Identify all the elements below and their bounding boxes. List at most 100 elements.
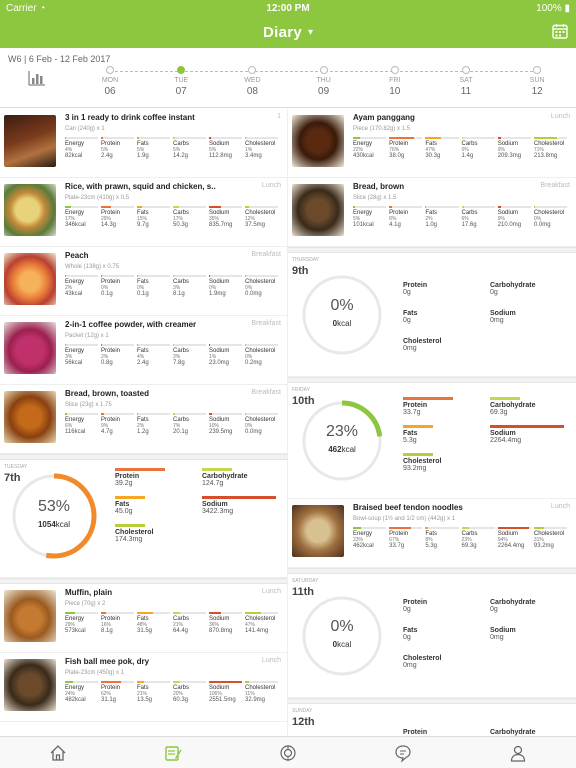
nutrient-label: Protein	[101, 348, 121, 354]
day-summary[interactable]: SATURDAY 11th 0% 0kcal Protein 0g Carbohydrate…	[288, 574, 576, 698]
day-sat[interactable]: SAT 11	[451, 66, 481, 97]
nutrient-fats: Fats 47% 30.3g	[425, 137, 461, 159]
day-separator	[288, 247, 576, 253]
day-thu[interactable]: THU 09	[309, 66, 339, 97]
food-entry[interactable]: Bread, brown Breakfast Slice (28g) x 1.5 En…	[288, 178, 576, 247]
day-summary[interactable]: THURSDAY 9th 0% 0kcal Protein 0g Carbohydrate 0…	[288, 253, 576, 377]
nutrient-bar-fill	[101, 137, 103, 139]
nutrient-energy: Energy 3% 56kcal	[65, 344, 101, 366]
portion-label: Piece (170.82g) x 1.5	[353, 126, 411, 132]
food-entry[interactable]: Ayam panggang Lunch Piece (170.82g) x 1.5 E…	[288, 109, 576, 178]
nutrient-percent: 35%	[209, 216, 220, 222]
nutrient-value: 50.3g	[173, 222, 189, 228]
macro-label: Protein	[403, 729, 428, 736]
nutrient-bar	[425, 206, 459, 208]
food-entry[interactable]: Braised beef tendon noodles Lunch Bowl-sou…	[288, 499, 576, 568]
macro-value: 0mg	[403, 345, 417, 352]
macro-carbs: Carbohydrate 69.3g	[490, 397, 564, 416]
chat-icon	[395, 744, 411, 762]
nutrient-value: 430kcal	[353, 153, 374, 159]
day-wed[interactable]: WED 08	[237, 66, 267, 97]
day-name: TUESDAY	[4, 464, 28, 470]
nutrient-label: Carbs	[173, 348, 190, 354]
day-tue[interactable]: TUE 07	[166, 66, 196, 97]
nutrient-label: Sodium	[209, 417, 230, 423]
nutrient-label: Carbs	[173, 417, 190, 423]
nutrient-cholesterol: Cholesterol 0% 0.0mg	[533, 206, 570, 228]
nutrient-row: Energy 23% 462kcal Protein 67% 33.7g Fats 8% 5.3…	[353, 527, 570, 549]
tab-profile[interactable]	[461, 737, 576, 768]
food-entry[interactable]: Bread, brown, toasted Breakfast Slice (23g…	[0, 385, 287, 454]
macro-fats: Fats 45.0g	[115, 496, 189, 515]
food-photo	[4, 322, 56, 374]
macro-label: Cholesterol	[403, 655, 442, 662]
nutrient-bar-fill	[137, 413, 138, 415]
tab-chat[interactable]	[346, 737, 461, 768]
meal-label: Lunch	[261, 588, 281, 595]
macro-sodium: Sodium 3422.3mg	[202, 496, 276, 515]
nutrient-sodium: Sodium 10% 239.5mg	[209, 413, 245, 435]
nutrient-label: Fats	[137, 685, 149, 691]
day-summary[interactable]: TUESDAY 7th 53% 1054kcal Protein 39.2g Carbohy…	[0, 460, 287, 578]
nutrient-sodium: Sodium 5% 112.8mg	[209, 137, 245, 159]
food-entry[interactable]: Rice, with prawn, squid and chicken, s..…	[0, 178, 287, 247]
macro-value: 0mg	[490, 634, 504, 641]
day-dot	[390, 66, 399, 74]
nutrient-percent: 21%	[173, 622, 184, 628]
nutrient-label: Carbs	[461, 141, 478, 147]
macro-chol: Cholesterol 93.2mg	[403, 453, 477, 472]
day-summary[interactable]: SUNDAY 12th Protein Carbohydrate	[288, 704, 576, 736]
bar-chart-icon[interactable]	[28, 70, 46, 86]
macro-carbs: Carbohydrate 124.7g	[202, 468, 276, 487]
nutrient-cholesterol: Cholesterol 1% 3.4mg	[245, 137, 281, 159]
macro-value: 174.3mg	[115, 536, 143, 543]
food-entry[interactable]: Muffin, plain Lunch Piece (70g) x 2 Energy 2…	[0, 584, 287, 653]
nutrient-bar	[497, 137, 531, 139]
nutrient-label: Fats	[425, 210, 438, 216]
nutrient-bar-fill	[461, 206, 464, 208]
day-fri[interactable]: FRI 10	[380, 66, 410, 97]
chevron-down-icon[interactable]: ▾	[308, 26, 314, 38]
nutrient-bar-fill	[137, 137, 139, 139]
nutrient-bar-fill	[533, 206, 535, 208]
nutrient-label: Carbs	[461, 210, 478, 216]
food-entry[interactable]: Fish ball mee pok, dry Lunch Plate-23cm (4…	[0, 653, 287, 722]
macro-sodium: Sodium 0mg	[490, 305, 564, 324]
day-sun[interactable]: SUN 12	[522, 66, 552, 97]
meal-label: Lunch	[550, 113, 570, 120]
tab-diary[interactable]	[115, 737, 230, 768]
macro-label: Cholesterol	[115, 529, 154, 536]
food-name: Rice, with prawn, squid and chicken, s..	[65, 182, 216, 191]
nutrient-energy: Energy 6% 116kcal	[65, 413, 101, 435]
nutrient-percent: 0%	[245, 423, 253, 429]
nutrient-bar	[101, 206, 134, 208]
nutrient-value: 462kcal	[353, 543, 374, 549]
nutrient-label: Energy	[353, 531, 373, 537]
nutrient-value: 17.6g	[461, 222, 477, 228]
macro-sodium: Sodium 0mg	[490, 622, 564, 641]
nutrient-label: Protein	[101, 141, 121, 147]
diary-content: 3 in 1 ready to drink coffee instant 1 Can…	[0, 109, 576, 736]
tab-goals[interactable]	[230, 737, 345, 768]
nutrient-bar-fill	[173, 275, 174, 277]
nutrient-fats: Fats 8% 5.3g	[425, 527, 461, 549]
nutrient-value: 0.2mg	[245, 360, 262, 366]
day-name: SATURDAY	[292, 578, 319, 584]
nutrient-bar	[533, 206, 568, 208]
tab-home[interactable]	[0, 737, 115, 768]
calendar-icon[interactable]	[552, 23, 568, 39]
nutrient-protein: Protein 29% 14.3g	[101, 206, 137, 228]
nutrient-energy: Energy 23% 462kcal	[353, 527, 389, 549]
macro-value: 0g	[490, 606, 498, 613]
food-entry[interactable]: Peach Breakfast Whole (138g) x 0.75 Energy 2…	[0, 247, 287, 316]
nutrient-value: 2.4g	[101, 153, 113, 159]
nutrient-percent: 29%	[65, 622, 76, 628]
food-entry[interactable]: 2-in-1 coffee powder, with creamer Breakf…	[0, 316, 287, 385]
day-summary[interactable]: FRIDAY 10th 23% 462kcal Protein 33.7g Carbohyd…	[288, 383, 576, 499]
page-title[interactable]: Diary	[262, 23, 302, 41]
nutrient-percent: 3%	[65, 354, 73, 360]
nutrient-bar	[101, 137, 134, 139]
food-entry[interactable]: 3 in 1 ready to drink coffee instant 1 Can…	[0, 109, 287, 178]
day-mon[interactable]: MON 06	[95, 66, 125, 97]
nutrient-bar-fill	[533, 527, 545, 529]
